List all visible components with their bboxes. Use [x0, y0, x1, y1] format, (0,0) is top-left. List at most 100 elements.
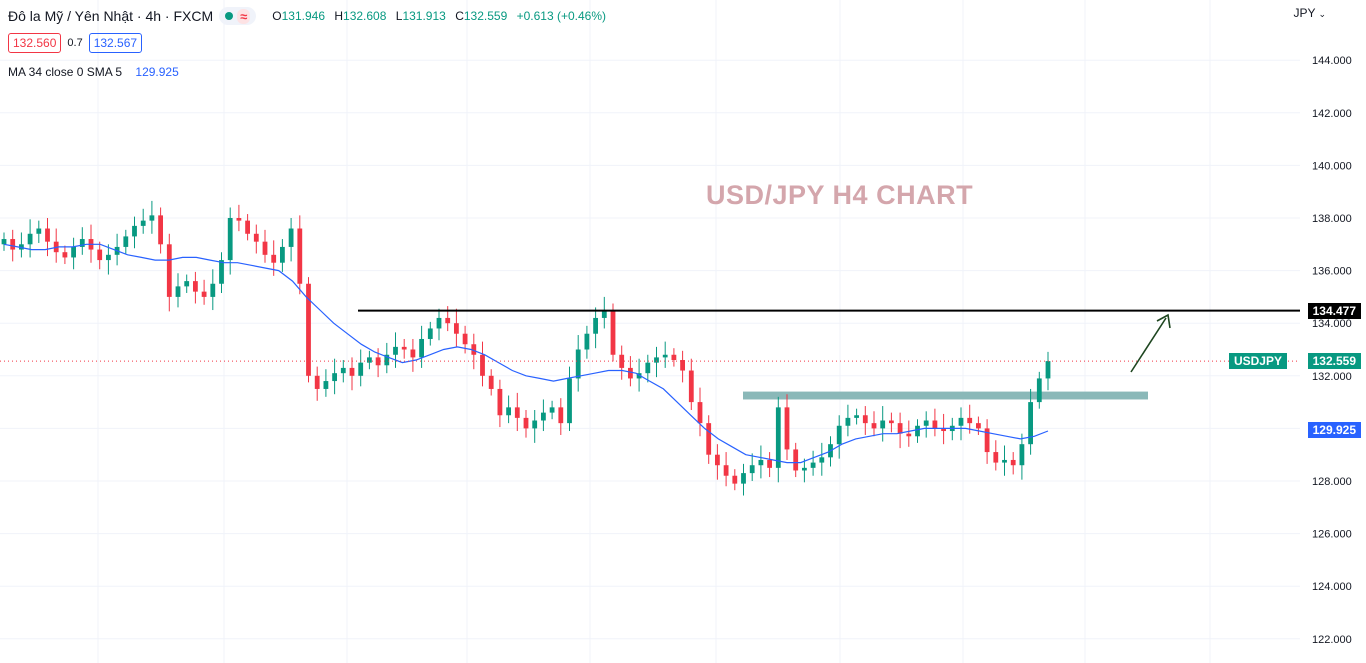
- candle-body: [62, 252, 68, 258]
- candle-body: [810, 462, 816, 468]
- candle-body: [775, 407, 781, 468]
- candle: [758, 445, 764, 479]
- candle: [1028, 388, 1033, 455]
- y-tick-label: 122.000: [1312, 634, 1352, 646]
- candle: [601, 296, 607, 329]
- candle: [419, 325, 424, 368]
- candle: [810, 450, 816, 476]
- candle: [749, 453, 755, 481]
- candle-body: [680, 360, 685, 371]
- y-tick-label: 132.000: [1312, 371, 1352, 383]
- candle-body: [523, 417, 529, 429]
- candle-body: [384, 354, 390, 366]
- candle-body: [1045, 361, 1051, 379]
- candle: [210, 269, 216, 311]
- market-status-pill[interactable]: ≈: [219, 7, 257, 25]
- candle: [628, 356, 633, 387]
- candle-body: [427, 328, 433, 339]
- candle: [697, 387, 703, 437]
- candle-body: [462, 333, 468, 345]
- candle-body: [784, 407, 790, 450]
- candle: [62, 245, 68, 265]
- candle-body: [106, 254, 111, 261]
- candle: [175, 273, 181, 308]
- indicator-legend[interactable]: MA 34 close 0 SMA 5 129.925: [8, 65, 179, 79]
- candle: [297, 215, 303, 295]
- candle-body: [280, 246, 285, 263]
- candle: [288, 218, 294, 262]
- candle-body: [140, 220, 146, 226]
- candle: [393, 332, 398, 368]
- market-open-icon: [225, 12, 234, 20]
- currency-selector[interactable]: JPY ⌄: [1293, 6, 1326, 20]
- support-zone-rect: [743, 391, 1148, 400]
- candle: [123, 229, 129, 254]
- candle-body: [732, 475, 738, 484]
- candle-body: [271, 254, 277, 263]
- low-label: L: [395, 9, 403, 23]
- candle-body: [993, 452, 999, 463]
- candle-body: [723, 465, 729, 476]
- candle-body: [419, 338, 424, 358]
- candle: [410, 338, 416, 372]
- ma-indicator-label: MA 34 close 0 SMA 5: [8, 65, 123, 79]
- arrow-head-icon: [1156, 313, 1171, 329]
- candle-body: [314, 375, 320, 389]
- y-tick-label: 140.000: [1312, 160, 1352, 172]
- change-value: +0.613 (+0.46%): [516, 9, 606, 23]
- candle: [941, 413, 946, 445]
- candle-body: [123, 236, 129, 247]
- candle: [549, 400, 555, 420]
- candle: [480, 341, 485, 387]
- sell-button[interactable]: 132.560: [8, 33, 62, 53]
- candle-body: [889, 420, 894, 424]
- candle-body: [688, 370, 694, 403]
- chart-watermark: USD/JPY H4 CHART: [706, 180, 974, 210]
- candle-body: [445, 317, 451, 324]
- candle-body: [610, 310, 616, 355]
- legend-header: Đô la Mỹ / Yên Nhật · 4h · FXCM ≈ O131.9…: [8, 7, 612, 25]
- candle: [332, 358, 337, 395]
- candle-body: [697, 402, 703, 424]
- candle: [793, 442, 799, 478]
- buy-button[interactable]: 132.567: [88, 33, 143, 53]
- candle: [88, 224, 94, 263]
- chevron-down-icon: ⌄: [1318, 9, 1326, 19]
- last-price-label: 132.559: [1307, 353, 1361, 370]
- candle: [323, 369, 329, 397]
- candle-body: [166, 244, 172, 297]
- candle: [471, 333, 477, 370]
- candle: [245, 214, 250, 241]
- candle: [71, 237, 76, 270]
- candle: [645, 354, 651, 383]
- candle-body: [349, 367, 355, 376]
- candle-body: [1036, 378, 1042, 403]
- candle-body: [201, 291, 207, 297]
- candle-body: [619, 354, 625, 368]
- candle: [932, 408, 938, 437]
- candle-body: [480, 354, 485, 376]
- candle: [984, 419, 990, 464]
- candle: [19, 232, 24, 258]
- candle: [358, 349, 364, 387]
- candle: [193, 271, 198, 304]
- candle-body: [454, 323, 459, 334]
- candle-body: [593, 317, 598, 334]
- currency-label: JPY: [1293, 6, 1316, 20]
- candle-body: [253, 233, 259, 242]
- symbol-title[interactable]: Đô la Mỹ / Yên Nhật · 4h · FXCM: [8, 8, 214, 24]
- candle: [1045, 351, 1051, 391]
- candle-body: [306, 283, 311, 376]
- candle-body: [471, 344, 477, 355]
- candle: [923, 411, 929, 438]
- y-tick-label: 128.000: [1312, 476, 1352, 488]
- candle: [401, 338, 407, 359]
- candle: [1010, 452, 1016, 475]
- candle-body: [880, 420, 886, 429]
- candle: [454, 308, 459, 347]
- y-tick-label: 124.000: [1312, 581, 1352, 593]
- candle-body: [628, 367, 633, 379]
- candle: [619, 345, 625, 380]
- candle-body: [932, 420, 938, 429]
